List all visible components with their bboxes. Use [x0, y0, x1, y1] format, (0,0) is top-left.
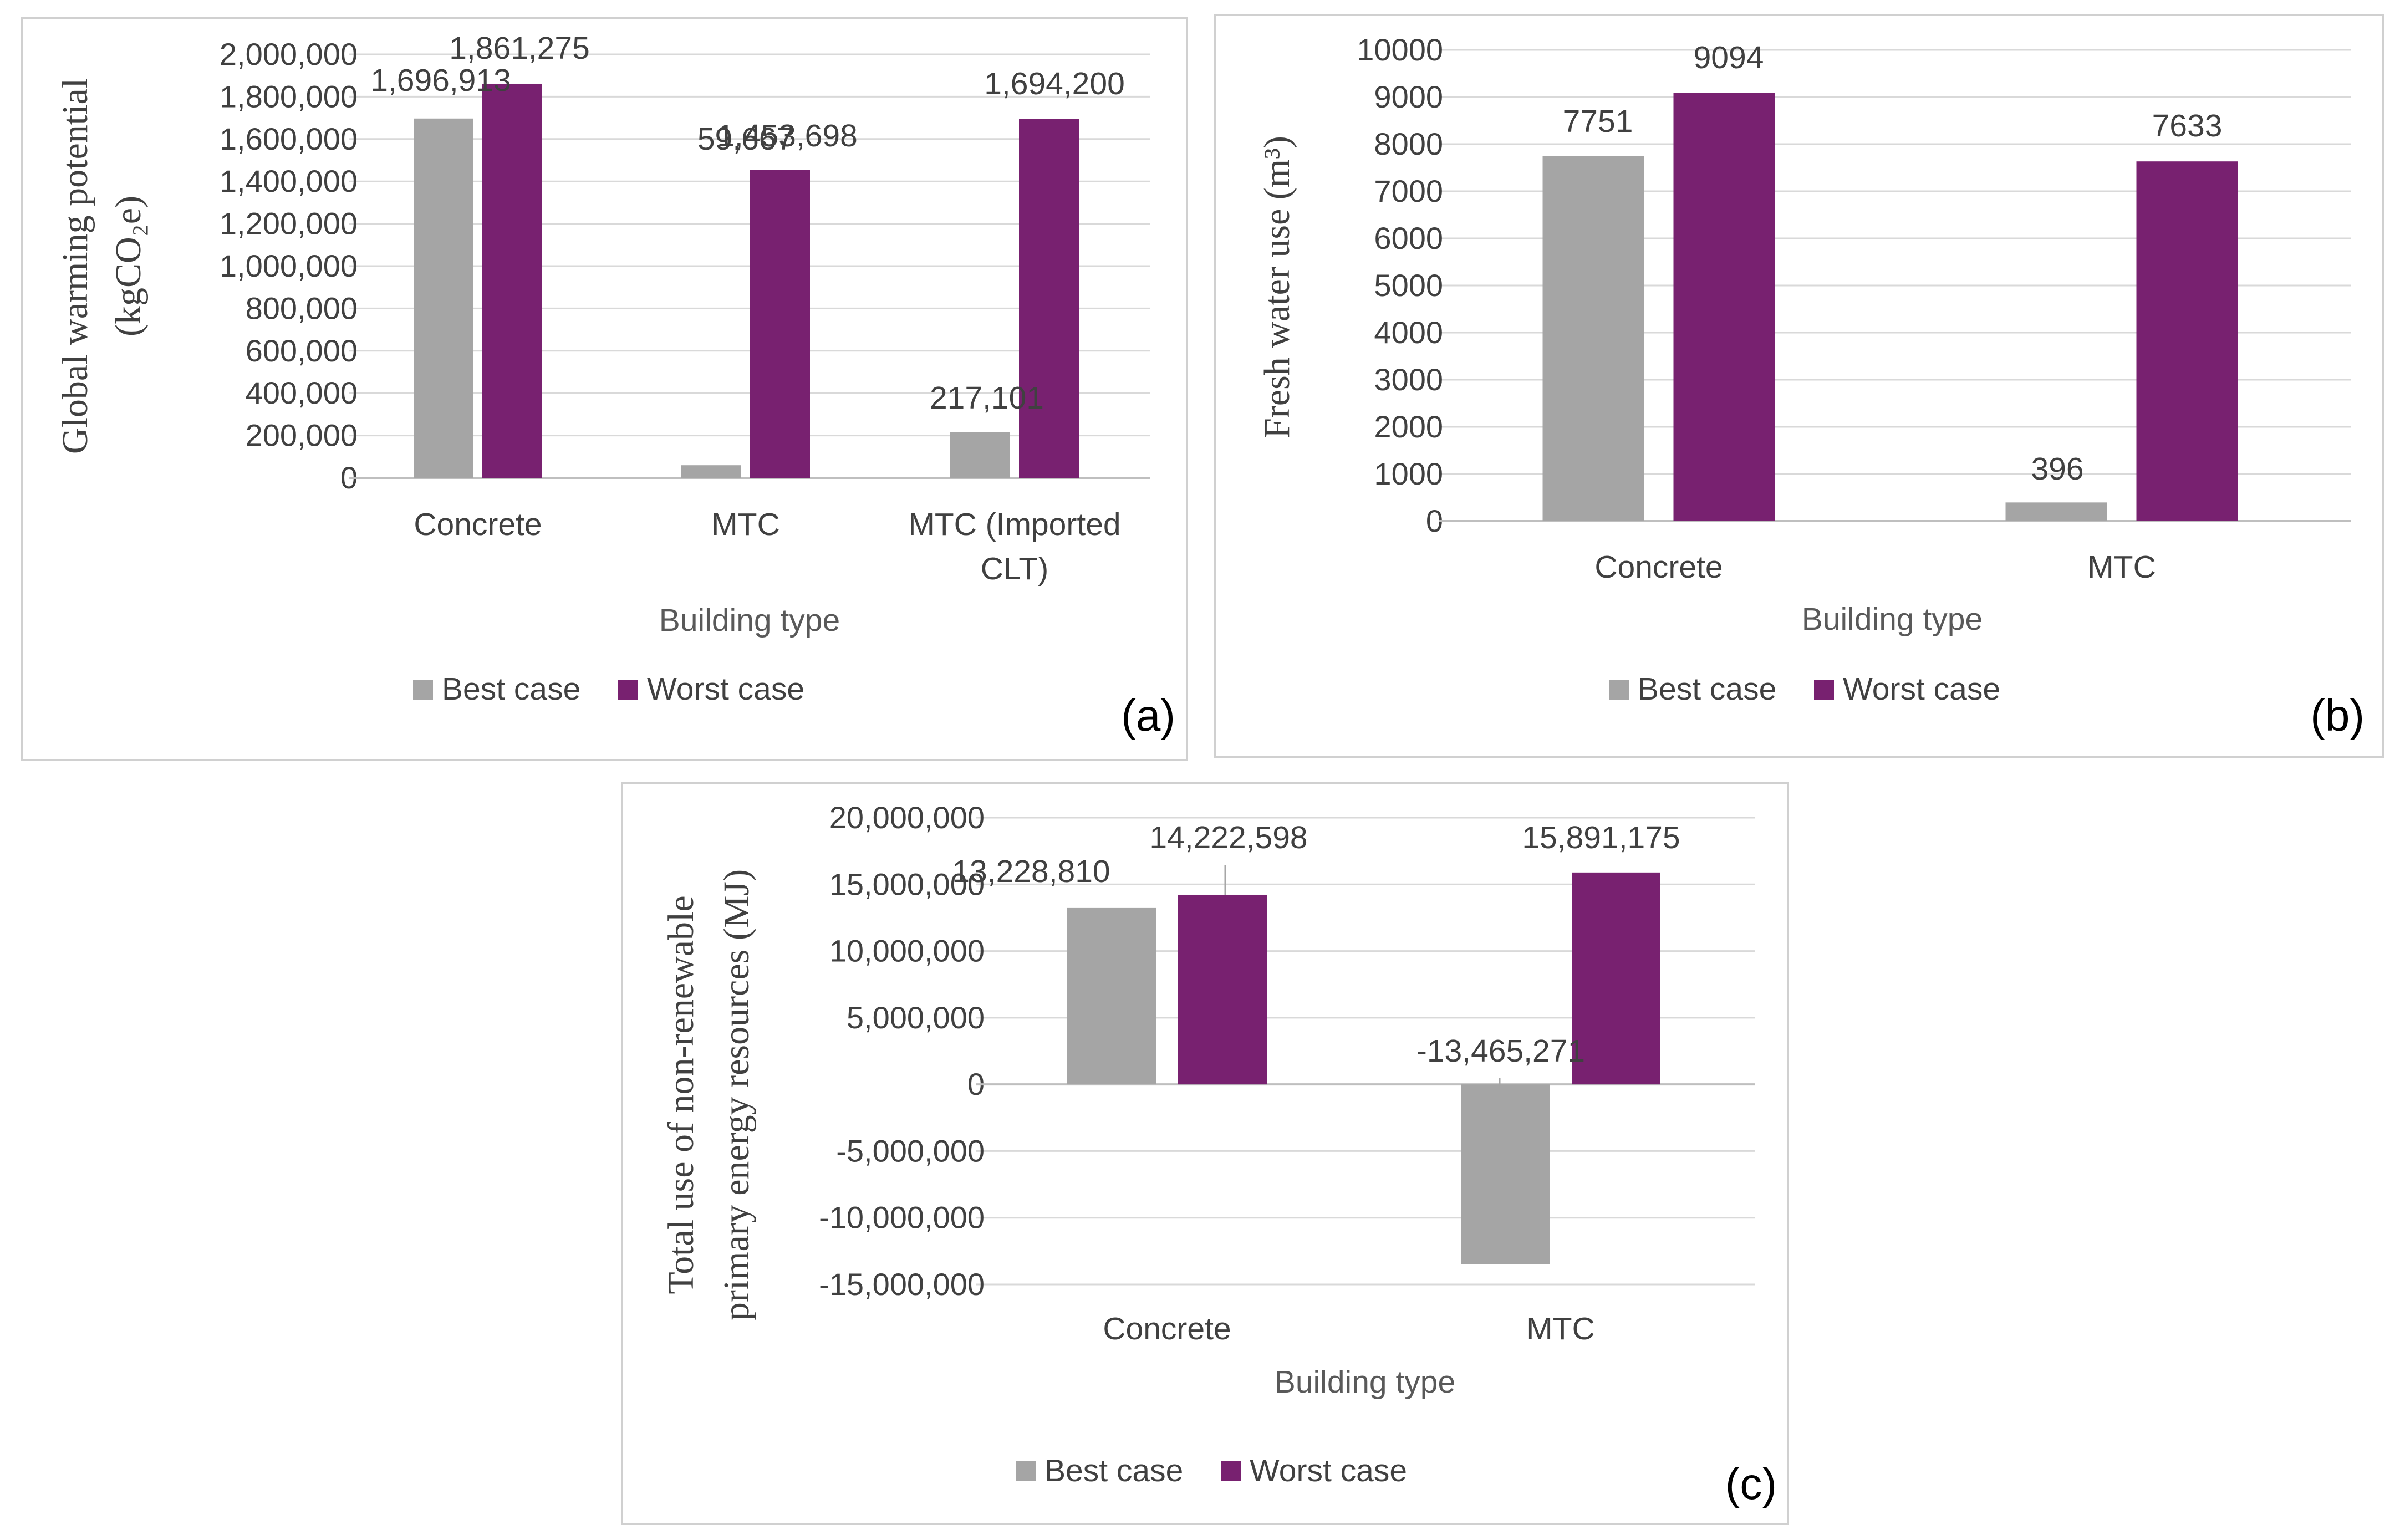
- y-axis-title: Global warming potential: [55, 78, 95, 454]
- y-tick-label: 10000: [1357, 32, 1443, 67]
- worst-case-bar: [1019, 119, 1079, 478]
- y-tick-label: 800,000: [246, 290, 358, 325]
- y-tick-label: 200,000: [246, 418, 358, 453]
- legend-swatch: [1814, 680, 1834, 700]
- y-axis-title: Fresh water use (m³): [1257, 136, 1297, 438]
- best-case-bar: [1542, 156, 1644, 521]
- legend-swatch: [1016, 1461, 1036, 1481]
- x-axis-title: Building type: [1802, 601, 1983, 637]
- best-case-bar: [681, 465, 741, 478]
- data-label: -13,465,271: [1416, 1033, 1585, 1069]
- data-label: 9094: [1694, 40, 1764, 75]
- y-tick-label: 6000: [1374, 221, 1443, 256]
- worst-case-bar: [2136, 161, 2238, 521]
- legend-label: Worst case: [1843, 671, 2000, 707]
- data-label: 217,101: [930, 380, 1044, 416]
- panel-a-frame: [21, 17, 1188, 761]
- legend-swatch: [1609, 680, 1629, 700]
- legend-swatch: [1221, 1461, 1241, 1481]
- data-label: 396: [2031, 451, 2083, 487]
- data-label: 1,861,275: [449, 30, 590, 66]
- best-case-bar: [950, 432, 1010, 478]
- best-case-bar: [1067, 907, 1156, 1085]
- y-tick-label: 9000: [1374, 79, 1443, 114]
- data-label: 59,667: [697, 121, 794, 157]
- y-axis-title: primary energy resources (MJ): [716, 869, 757, 1320]
- data-label: 15,891,175: [1522, 820, 1680, 855]
- y-tick-label: 1,400,000: [220, 164, 358, 198]
- chart-c: 20,000,00015,000,00010,000,0005,000,0000…: [661, 800, 1777, 1508]
- x-category-label: MTC: [2087, 549, 2156, 585]
- data-label: 1,696,913: [370, 63, 511, 98]
- y-tick-label: 1000: [1374, 456, 1443, 491]
- y-tick-label: 1,800,000: [220, 79, 358, 114]
- best-case-bar: [2005, 502, 2107, 521]
- legend-label: Worst case: [647, 671, 804, 707]
- legend-label: Best case: [442, 671, 580, 707]
- y-tick-label: 15,000,000: [829, 866, 985, 901]
- x-category-label: Concrete: [414, 507, 542, 542]
- legend-swatch: [618, 680, 638, 700]
- y-tick-label: 10,000,000: [829, 934, 985, 968]
- worst-case-bar: [1572, 872, 1660, 1085]
- y-tick-label: 8000: [1374, 126, 1443, 161]
- panel-label: (b): [2310, 691, 2365, 740]
- chart-b: 10000 9000 8000 7000 6000 5000 4000 3000 2000 100…: [1257, 32, 2365, 740]
- data-label: 14,222,598: [1149, 820, 1307, 855]
- y-tick-label: -10,000,000: [819, 1200, 985, 1235]
- y-axis-title: Total use of non-renewable: [661, 895, 701, 1294]
- worst-case-bar: [1673, 93, 1775, 521]
- panel-label: (a): [1121, 691, 1175, 740]
- data-label: 7633: [2152, 108, 2223, 144]
- y-tick-label: 5,000,000: [847, 1000, 985, 1035]
- x-category-label: Concrete: [1594, 549, 1723, 585]
- x-category-label: Concrete: [1103, 1311, 1231, 1347]
- data-label: 13,228,810: [952, 854, 1110, 889]
- y-tick-label: 400,000: [246, 375, 358, 410]
- y-tick-label: 1,600,000: [220, 121, 358, 156]
- y-tick-label: 7000: [1374, 174, 1443, 208]
- x-axis-title: Building type: [659, 603, 840, 638]
- best-case-bar: [1461, 1084, 1550, 1264]
- x-category-label: MTC: [711, 507, 779, 542]
- y-tick-label: 20,000,000: [829, 800, 985, 835]
- x-category-label: MTC: [1526, 1311, 1594, 1347]
- y-tick-label: 2000: [1374, 409, 1443, 444]
- best-case-bar: [414, 118, 473, 478]
- y-tick-label: 1,200,000: [220, 206, 358, 241]
- y-tick-label: -5,000,000: [836, 1133, 985, 1168]
- y-tick-label: -15,000,000: [819, 1267, 985, 1302]
- legend-label: Best case: [1044, 1453, 1183, 1488]
- chart-a: 2,000,000 1,800,000 1,600,000 1,400,000 1,20…: [55, 30, 1175, 740]
- legend-label: Worst case: [1250, 1453, 1407, 1488]
- worst-case-bar: [1178, 894, 1267, 1085]
- y-tick-label: 2,000,000: [220, 37, 358, 72]
- y-tick-label: 3000: [1374, 362, 1443, 397]
- worst-case-bar: [482, 83, 542, 478]
- x-category-label: MTC (Imported CLT): [908, 507, 1120, 587]
- data-label: 7751: [1563, 104, 1633, 139]
- data-label: 1,453,698: [717, 118, 858, 154]
- data-label: 1,694,200: [984, 66, 1125, 101]
- legend-label: Best case: [1638, 671, 1776, 707]
- y-tick-label: 1,000,000: [220, 248, 358, 283]
- y-tick-label: 600,000: [246, 333, 358, 368]
- y-tick-label: 5000: [1374, 268, 1443, 303]
- x-axis-title: Building type: [1275, 1364, 1455, 1400]
- legend-swatch: [413, 680, 433, 700]
- panel-label: (c): [1725, 1459, 1777, 1508]
- y-tick-label: 4000: [1374, 315, 1443, 350]
- y-axis-title: (kgCO₂e): [108, 196, 149, 336]
- worst-case-bar: [750, 170, 810, 478]
